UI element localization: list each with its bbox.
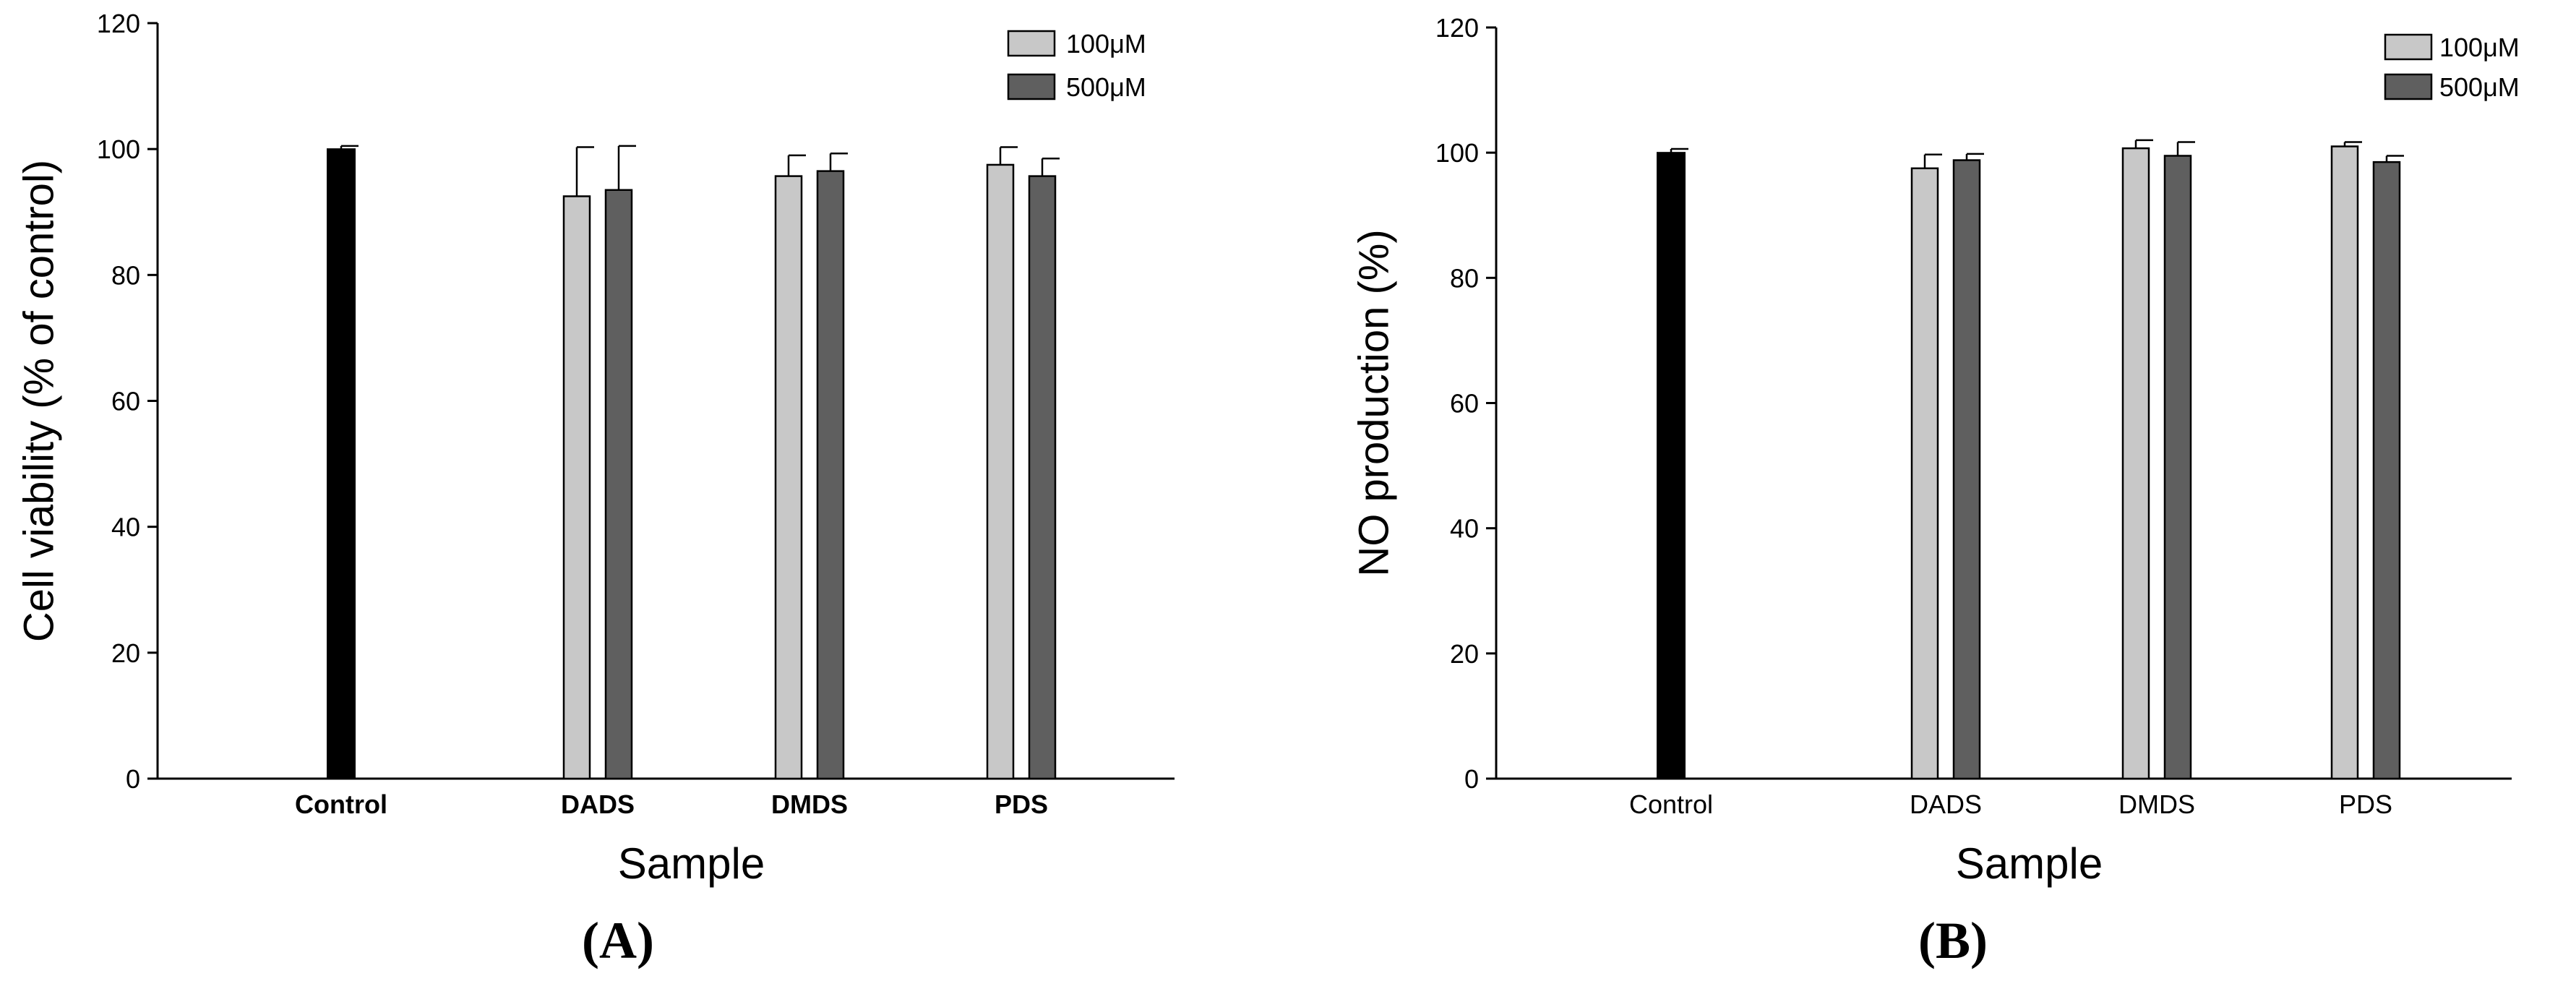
y-tick-label: 0 — [126, 764, 140, 794]
y-tick-label: 20 — [1450, 639, 1479, 669]
bar-500 — [604, 189, 633, 780]
legend-swatch — [1007, 73, 1056, 100]
legend-swatch — [2384, 73, 2433, 100]
y-tick-label: 60 — [111, 387, 140, 416]
legend-label: 100μM — [1066, 29, 1146, 59]
y-tick-label: 0 — [1464, 764, 1479, 794]
category-label: Control — [295, 789, 387, 819]
bar-100 — [2330, 145, 2359, 780]
category-label: Control — [1629, 789, 1713, 819]
bar-100 — [1910, 167, 1939, 780]
legend-label: 100μM — [2439, 33, 2520, 62]
legend: 100μM 500μM — [1007, 29, 1146, 102]
legend-swatch — [2384, 33, 2433, 61]
y-tick-label: 120 — [1435, 13, 1479, 43]
legend-label: 500μM — [1066, 72, 1146, 102]
panel-a: 0 20 40 60 80 100 120 Cell viability (% of cont… — [15, 9, 1175, 969]
x-axis-title: Sample — [1956, 839, 2103, 888]
category-label: PDS — [2339, 789, 2392, 819]
panel-label: (B) — [1918, 912, 1988, 969]
bar-100 — [562, 195, 591, 780]
y-tick-label: 20 — [111, 638, 140, 668]
legend: 100μM 500μM — [2384, 33, 2520, 102]
bar-control — [1657, 152, 1686, 779]
y-axis-title: NO production (%) — [1350, 229, 1397, 576]
legend-swatch — [1007, 30, 1056, 57]
category-label: DMDS — [771, 789, 848, 819]
y-tick-label: 60 — [1450, 389, 1479, 419]
bar-500 — [1028, 175, 1057, 780]
bar-500 — [2163, 155, 2192, 780]
y-tick-label: 40 — [111, 513, 140, 542]
legend-label: 500μM — [2439, 72, 2520, 102]
panel-label: (A) — [582, 912, 654, 969]
y-tick-label: 100 — [1435, 138, 1479, 168]
bar-500 — [2372, 160, 2401, 780]
y-tick-label: 80 — [111, 260, 140, 290]
y-tick-label: 80 — [1450, 263, 1479, 293]
y-tick-label: 100 — [97, 134, 140, 164]
panel-b: 0 20 40 60 80 100 120 NO production (%) Sample Co… — [1350, 13, 2519, 969]
bar-control — [327, 148, 356, 779]
y-axis-title: Cell viability (% of control) — [15, 160, 62, 642]
x-axis-title: Sample — [618, 839, 765, 888]
bar-100 — [774, 175, 803, 780]
y-tick-label: 40 — [1450, 514, 1479, 544]
bar-500 — [1952, 159, 1981, 780]
bar-500 — [816, 170, 845, 780]
category-label: DADS — [561, 789, 635, 819]
bar-100 — [2121, 147, 2150, 780]
category-label: DADS — [1910, 789, 1982, 819]
y-tick-label: 120 — [97, 9, 140, 38]
category-label: DMDS — [2118, 789, 2195, 819]
category-label: PDS — [995, 789, 1048, 819]
bar-100 — [986, 163, 1015, 780]
